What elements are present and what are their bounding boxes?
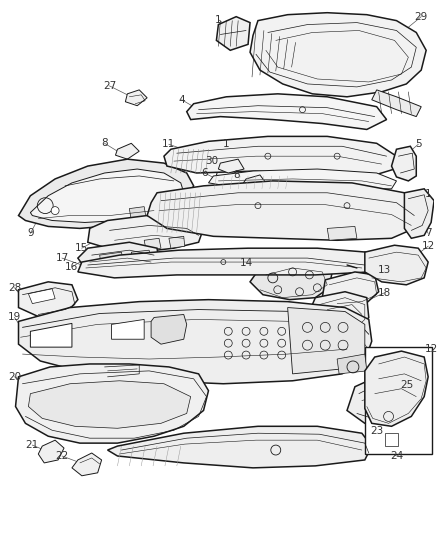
Polygon shape (99, 252, 124, 268)
Polygon shape (164, 136, 396, 176)
Polygon shape (38, 440, 64, 463)
Text: 13: 13 (378, 265, 391, 275)
Text: 1: 1 (223, 139, 230, 149)
Text: 16: 16 (65, 262, 78, 272)
Polygon shape (144, 238, 161, 250)
Text: 23: 23 (370, 426, 383, 436)
Polygon shape (154, 199, 171, 213)
Polygon shape (88, 215, 204, 252)
Polygon shape (337, 354, 367, 374)
Polygon shape (365, 245, 428, 285)
Text: 27: 27 (103, 81, 116, 91)
Polygon shape (169, 236, 185, 248)
Polygon shape (216, 17, 250, 50)
Text: 7: 7 (425, 228, 431, 238)
Polygon shape (131, 250, 151, 265)
Polygon shape (404, 189, 434, 238)
Text: 28: 28 (8, 283, 21, 293)
Polygon shape (385, 433, 399, 446)
Polygon shape (219, 159, 244, 173)
Polygon shape (365, 351, 428, 426)
Text: 1: 1 (215, 14, 222, 25)
Polygon shape (309, 292, 369, 337)
Polygon shape (108, 426, 372, 468)
Text: 8: 8 (101, 138, 108, 148)
Polygon shape (322, 272, 379, 308)
Polygon shape (216, 165, 236, 179)
Polygon shape (28, 381, 191, 429)
Polygon shape (242, 175, 266, 189)
FancyBboxPatch shape (365, 347, 432, 454)
Polygon shape (194, 149, 215, 163)
Polygon shape (347, 377, 404, 423)
Polygon shape (18, 300, 372, 384)
Polygon shape (30, 324, 72, 347)
Text: 9: 9 (27, 228, 34, 238)
Polygon shape (147, 181, 421, 240)
Polygon shape (288, 308, 365, 374)
Text: 29: 29 (415, 12, 428, 22)
Polygon shape (250, 13, 426, 97)
Text: 12: 12 (421, 241, 435, 251)
Polygon shape (125, 90, 147, 106)
Polygon shape (187, 94, 387, 130)
Text: 25: 25 (400, 379, 413, 390)
Polygon shape (78, 243, 159, 275)
Polygon shape (392, 146, 416, 181)
Polygon shape (30, 169, 185, 222)
Polygon shape (208, 169, 396, 189)
Polygon shape (129, 207, 146, 221)
Text: 30: 30 (205, 156, 218, 166)
Polygon shape (116, 143, 139, 159)
Text: 14: 14 (240, 258, 253, 268)
Polygon shape (112, 319, 144, 339)
Text: 24: 24 (390, 451, 403, 461)
Text: 8: 8 (233, 170, 240, 180)
Polygon shape (18, 282, 78, 318)
Polygon shape (15, 364, 208, 443)
Circle shape (51, 207, 59, 215)
Text: 19: 19 (8, 312, 21, 322)
Polygon shape (151, 314, 187, 344)
Text: 12: 12 (424, 344, 438, 354)
Text: 22: 22 (56, 451, 69, 461)
Text: 1: 1 (425, 189, 431, 199)
Polygon shape (78, 248, 375, 278)
Polygon shape (72, 453, 102, 476)
Polygon shape (327, 227, 357, 240)
Text: 6: 6 (201, 168, 208, 178)
Text: 21: 21 (26, 440, 39, 450)
Polygon shape (250, 262, 332, 300)
Text: 4: 4 (178, 95, 185, 105)
Polygon shape (18, 159, 194, 229)
Text: 11: 11 (162, 139, 176, 149)
Polygon shape (28, 289, 55, 304)
Text: 5: 5 (415, 139, 421, 149)
Text: 18: 18 (378, 288, 391, 298)
Polygon shape (372, 90, 421, 117)
Text: 15: 15 (75, 243, 88, 253)
Text: 17: 17 (56, 253, 69, 263)
Text: 20: 20 (8, 372, 21, 382)
